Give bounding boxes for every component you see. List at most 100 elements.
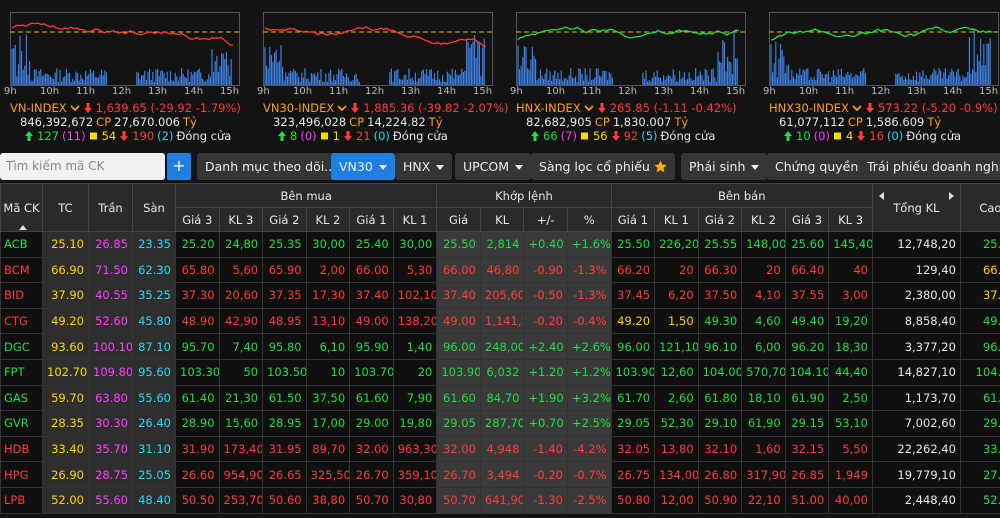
symbol[interactable]: DGC (0, 333, 43, 360)
time-label: 14h (690, 86, 710, 97)
time-label: 13h (654, 86, 674, 97)
cell: 26.60 (175, 461, 220, 488)
symbol[interactable]: FPT (0, 358, 43, 386)
cell: 50.80 (610, 486, 656, 514)
column-header[interactable]: Tổng KL (871, 183, 961, 232)
symbol[interactable]: BID (0, 282, 43, 309)
symbol[interactable]: GAS (0, 384, 43, 412)
cell: 40 (828, 256, 873, 284)
cell: 66.30 (697, 256, 743, 284)
index-change: 265.85 (-1.11 -0.42%) (609, 101, 737, 115)
cell: 55.60 (132, 384, 176, 412)
symbol[interactable]: HPG (0, 461, 43, 488)
time-label: 10h (546, 86, 566, 97)
cell: 61.90 (784, 384, 830, 412)
icon-up (278, 131, 286, 141)
icon-down (865, 103, 874, 113)
cell: 25.60 (784, 231, 830, 258)
symbol[interactable]: GVR (0, 410, 43, 437)
cell: 66.90 (42, 256, 89, 284)
tab[interactable]: VN30 (331, 153, 395, 180)
cell: 61.70 (610, 384, 656, 412)
cell: 48.95 (262, 307, 307, 335)
symbol[interactable]: LPB (0, 486, 43, 514)
symbol[interactable]: HDB (0, 435, 43, 463)
index-line-2: 82,682,905 CP 1,830.007 Tỷ (526, 115, 688, 129)
icon-shape (320, 132, 328, 140)
search-box[interactable]: Tìm kiếm mã CK (0, 153, 165, 180)
cell: 3,494 (479, 461, 525, 488)
cell: 104.10 (784, 358, 830, 386)
column-header[interactable]: Mã CK (0, 183, 43, 232)
add-button[interactable]: + (167, 153, 191, 180)
time-label: 11h (329, 86, 349, 97)
floor-count: (5) (641, 129, 658, 143)
cell: 45.80 (132, 307, 176, 335)
cell: 103.90 (610, 358, 656, 386)
mini-chart (263, 12, 493, 86)
stock-row: HPG 26.90 28.75 25.05 26.60 954,90 26.65 325,50… (0, 461, 1000, 488)
cell: 61.60 (349, 384, 394, 412)
cell: 29.15 (784, 410, 830, 437)
cell: 226,20 (654, 231, 699, 258)
time-label: 14h (437, 86, 457, 97)
scroll-left[interactable] (878, 192, 884, 200)
column-header[interactable]: Cao (959, 183, 1000, 232)
cell: 287,70 (479, 410, 525, 437)
tab[interactable]: HNX (395, 153, 453, 180)
value-unit: Tỷ (927, 115, 942, 129)
index-line (517, 26, 740, 41)
sub-header: +/- (523, 207, 568, 232)
symbol[interactable]: ACB (0, 231, 43, 258)
cell: -0.50 (523, 282, 568, 309)
volume-unit: CP (96, 115, 112, 129)
cell: -0.7% (566, 461, 612, 488)
cell: 26.90 (42, 461, 89, 488)
time-label: 12h (112, 86, 132, 97)
cell: 8,858,40 (871, 307, 961, 335)
time-label: 14h (184, 86, 204, 97)
cell: 96.20 (959, 333, 1000, 360)
scroll-right[interactable] (948, 192, 954, 200)
index-name[interactable]: HNX30-INDEX (769, 101, 849, 115)
cell: 1,50 (654, 307, 699, 335)
down-count: 21 (355, 129, 371, 143)
cell: +2.5% (566, 410, 612, 437)
cell: 27.00 (959, 461, 1000, 488)
cell: 71.50 (88, 256, 133, 284)
tab[interactable]: Phái sinh (681, 153, 768, 180)
floor-count: (0) (886, 129, 904, 143)
cell: 13,10 (305, 307, 351, 335)
tab[interactable]: UPCOM (455, 153, 532, 180)
cell: 109.80 (88, 358, 133, 386)
cell: 46,80 (479, 256, 525, 284)
index-name[interactable]: VN-INDEX (10, 101, 67, 115)
cell: 103.50 (262, 358, 307, 386)
cell: +1.20 (523, 358, 568, 386)
cell: 173,40 (218, 435, 264, 463)
time-label: 15h (726, 86, 746, 97)
symbol[interactable]: CTG (0, 307, 43, 335)
cell: 32.05 (610, 435, 656, 463)
tab-label: Sàng lọc cổ phiếu (539, 159, 650, 174)
cell: +2.6% (566, 333, 612, 360)
cell: 59.70 (42, 384, 89, 412)
column-header[interactable]: Sàn (132, 183, 176, 232)
symbol[interactable]: BCM (0, 256, 43, 284)
cell: 37.40 (349, 282, 394, 309)
time-label: 10h (40, 86, 60, 97)
column-header[interactable]: TC (42, 183, 89, 232)
cell: 6,032 (479, 358, 525, 386)
tab[interactable]: Chứng quyền (767, 153, 867, 180)
column-header[interactable]: Trần (88, 183, 133, 232)
index-name[interactable]: HNX-INDEX (516, 101, 581, 115)
group-header: Khớp lệnh (436, 183, 612, 208)
tab[interactable]: Sàng lọc cổ phiếu (531, 153, 675, 180)
index-change: 1,885.36 (-39.82 -2.07%) (363, 101, 509, 115)
cell: 61,90 (741, 410, 786, 437)
tab[interactable]: Trái phiếu doanh nghiệp (859, 153, 1000, 180)
index-name[interactable]: VN30-INDEX (263, 101, 335, 115)
cell: 29.05 (436, 410, 481, 437)
cell: 954,90 (218, 461, 264, 488)
cell: 7,002,60 (871, 410, 961, 437)
